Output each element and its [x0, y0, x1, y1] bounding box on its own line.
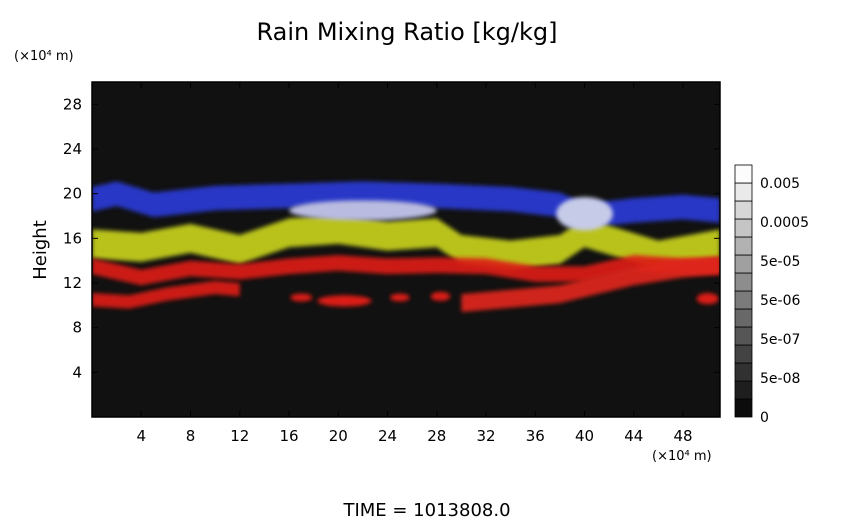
- x-tick-label: 28: [427, 427, 446, 445]
- y-unit-label: (×10⁴ m): [14, 49, 74, 64]
- colorbar-swatch: [734, 308, 753, 328]
- blob-1: [289, 200, 437, 221]
- colorbar-swatch: [734, 200, 753, 220]
- colorbar-swatch: [734, 344, 753, 364]
- colorbar-swatch: [734, 290, 753, 310]
- band-red-upper: [92, 255, 720, 286]
- x-axis: 4 8 12 16 20 24 28 32 36 40 44 48: [136, 82, 693, 445]
- colorbar-swatch: [734, 254, 753, 274]
- x-unit-label: (×10⁴ m): [652, 449, 712, 464]
- colorbar-swatch: [734, 218, 753, 238]
- colorbar-label: 5e-08: [760, 371, 800, 387]
- x-tick-label: 32: [476, 427, 495, 445]
- colorbar-label: 5e-07: [760, 332, 800, 348]
- y-axis-label: Height: [30, 220, 51, 280]
- y-tick-label: 4: [72, 363, 82, 381]
- blob-3: [290, 293, 313, 302]
- band-red-slant: [461, 256, 720, 313]
- colorbar-label: 5e-05: [760, 254, 800, 270]
- colorbar: 0.005 0.0005 5e-05 5e-06 5e-07 5e-08 0: [734, 164, 809, 426]
- y-tick-label: 20: [63, 185, 82, 203]
- chart-title: Rain Mixing Ratio [kg/kg]: [256, 18, 557, 46]
- x-tick-label: 8: [186, 427, 196, 445]
- colorbar-swatch: [734, 362, 753, 382]
- colorbar-label: 0.0005: [760, 215, 809, 231]
- x-tick-label: 48: [674, 427, 693, 445]
- x-tick-label: 20: [329, 427, 348, 445]
- y-axis: 4 8 12 16 20 24 28: [63, 95, 720, 381]
- x-tick-label: 16: [279, 427, 298, 445]
- blob-0: [556, 197, 613, 231]
- x-tick-label: 40: [575, 427, 594, 445]
- x-tick-label: 44: [624, 427, 643, 445]
- colorbar-swatch: [734, 380, 753, 400]
- y-tick-label: 8: [72, 319, 82, 337]
- y-tick-label: 16: [63, 229, 82, 247]
- time-footer: TIME = 1013808.0: [342, 500, 510, 519]
- y-tick-label: 28: [63, 95, 82, 113]
- x-tick-label: 12: [230, 427, 249, 445]
- blob-5: [430, 291, 451, 301]
- x-tick-label: 24: [378, 427, 397, 445]
- blob-6: [696, 293, 719, 305]
- band-red-lower: [92, 280, 240, 309]
- colorbar-swatch: [734, 236, 753, 256]
- plot-frame: [91, 81, 721, 418]
- colorbar-label: 0.005: [760, 176, 800, 192]
- y-tick-label: 12: [63, 274, 82, 292]
- mixing-ratio-field: [92, 181, 720, 313]
- colorbar-label: 5e-06: [760, 293, 800, 309]
- colorbar-label: 0: [760, 410, 769, 426]
- band-yellow-green: [92, 214, 720, 270]
- colorbar-swatch: [734, 182, 753, 202]
- plot-area: [91, 81, 721, 418]
- blob-4: [389, 293, 410, 302]
- x-tick-label: 36: [526, 427, 545, 445]
- x-tick-label: 4: [136, 427, 146, 445]
- colorbar-swatch: [734, 326, 753, 346]
- blob-2: [317, 295, 372, 307]
- colorbar-swatch: [734, 272, 753, 292]
- colorbar-swatch: [734, 164, 753, 184]
- y-tick-label: 24: [63, 140, 82, 158]
- colorbar-swatch: [734, 398, 753, 418]
